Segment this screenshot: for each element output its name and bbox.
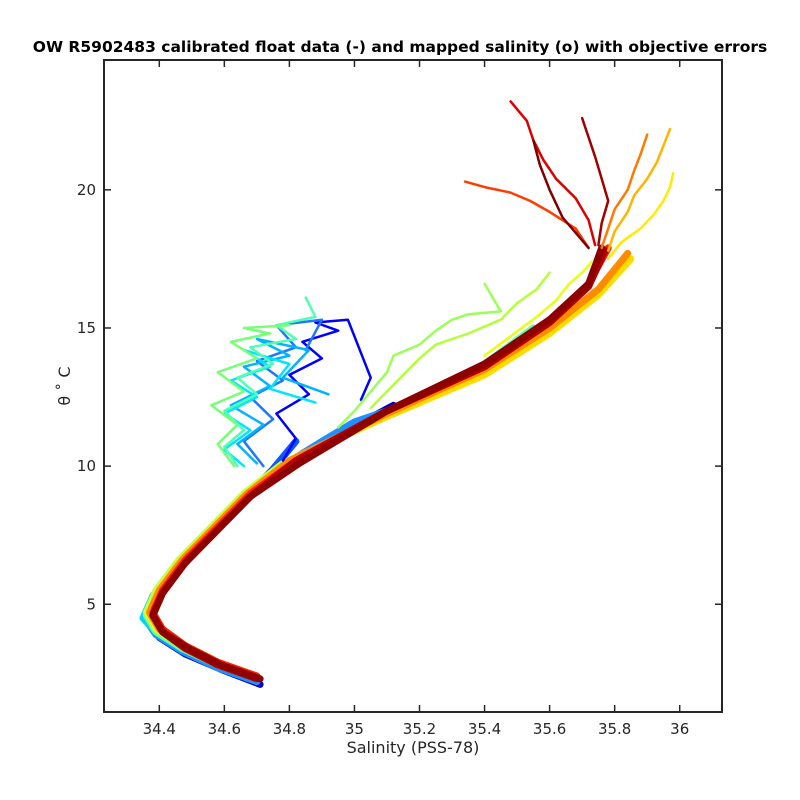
profile-line-19 [369, 271, 551, 410]
profile-line-26 [580, 116, 610, 247]
x-tick-label: 34.6 [208, 720, 241, 738]
profile-line-16 [223, 296, 317, 468]
x-axis: 34.4 34.6 34.8 35 35.2 35.4 35.6 35.8 36 [143, 60, 689, 738]
profile-line-11 [149, 244, 606, 683]
y-tick-label: 5 [86, 595, 96, 613]
profile-line-20 [483, 260, 594, 357]
profile-line-13 [242, 318, 324, 468]
x-tick-label: 36 [670, 720, 689, 738]
profile-line-27 [532, 138, 590, 250]
profile-line-24 [463, 180, 590, 250]
profile-line-17 [210, 323, 291, 468]
y-tick-label: 20 [77, 181, 96, 199]
x-tick-label: 35.4 [468, 720, 501, 738]
chart-title: OW R5902483 calibrated float data (-) an… [33, 38, 767, 56]
x-tick-label: 35 [345, 720, 364, 738]
profile-line-14 [229, 337, 330, 465]
y-axis: 5 10 15 20 [77, 181, 722, 613]
profile-line-23 [600, 133, 649, 250]
y-tick-label: 10 [77, 457, 96, 475]
x-tick-label: 34.4 [143, 720, 176, 738]
x-tick-label: 34.8 [273, 720, 306, 738]
x-tick-label: 35.2 [403, 720, 436, 738]
y-tick-label: 15 [77, 319, 96, 337]
profile-line-22 [606, 127, 672, 252]
plot-background [104, 60, 722, 712]
plot-frame [103, 59, 723, 713]
profile-line-12 [275, 318, 372, 462]
profile-line-18 [336, 282, 503, 429]
profile-line-25 [509, 100, 597, 247]
y-axis-label: θ ˚ C [55, 366, 74, 405]
profile-line-21 [606, 172, 675, 261]
x-tick-label: 35.8 [598, 720, 631, 738]
series-layer [139, 100, 675, 688]
x-axis-label: Salinity (PSS-78) [347, 738, 480, 757]
x-tick-label: 35.6 [533, 720, 566, 738]
